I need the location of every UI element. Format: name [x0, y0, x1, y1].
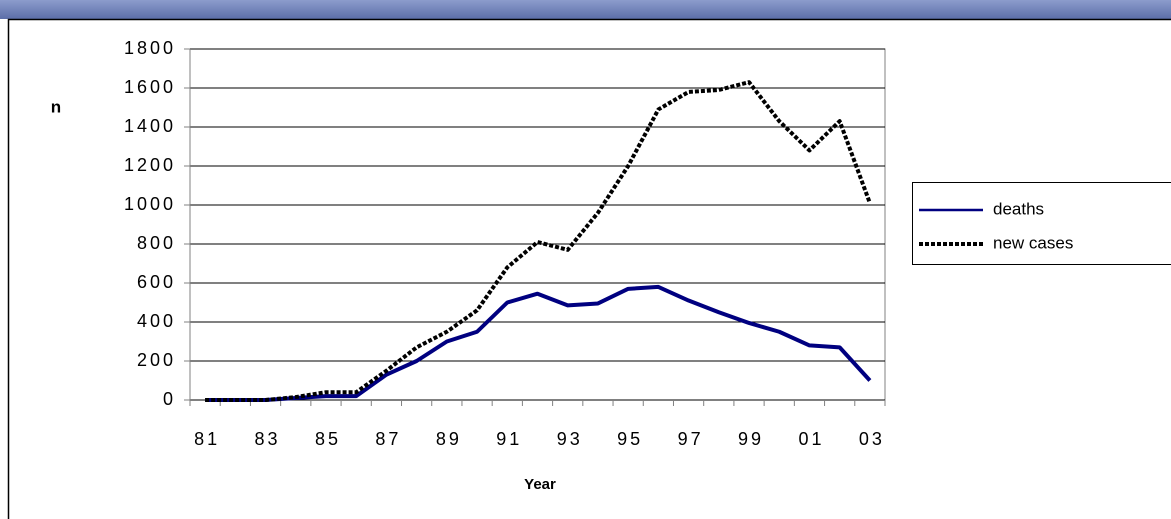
- series-line: [205, 80, 872, 402]
- x-tick-label: 81: [194, 429, 220, 449]
- y-tick-label: 800: [137, 233, 176, 253]
- x-tick-label: 99: [738, 429, 764, 449]
- y-tick-label: 600: [137, 272, 176, 292]
- x-tick-label: 83: [255, 429, 281, 449]
- x-tick-label: 01: [798, 429, 824, 449]
- y-axis-title: n: [51, 97, 61, 116]
- y-tick-label: 1800: [124, 38, 176, 58]
- y-tick-label: 400: [137, 311, 176, 331]
- x-axis-title: Year: [524, 476, 556, 493]
- x-tick-label: 93: [557, 429, 583, 449]
- y-tick-label: 1600: [124, 77, 176, 97]
- y-tick-label: 1000: [124, 194, 176, 214]
- x-tick-label: 91: [496, 429, 522, 449]
- legend-box: [912, 182, 1171, 265]
- y-tick-label: 200: [137, 350, 176, 370]
- y-tick-label: 0: [163, 389, 176, 409]
- x-tick-label: 89: [436, 429, 462, 449]
- header-bar: [0, 0, 1171, 19]
- x-tick-label: 03: [859, 429, 885, 449]
- x-tick-label: 87: [375, 429, 401, 449]
- series-line: [205, 284, 872, 402]
- x-tick-label: 95: [617, 429, 643, 449]
- legend-label: new cases: [993, 233, 1073, 252]
- x-tick-label: 85: [315, 429, 341, 449]
- x-tick-label: 97: [678, 429, 704, 449]
- y-tick-label: 1400: [124, 116, 176, 136]
- legend-label: deaths: [993, 199, 1044, 218]
- y-tick-label: 1200: [124, 155, 176, 175]
- chart-border: [7, 18, 1171, 519]
- plot-area: [189, 48, 886, 401]
